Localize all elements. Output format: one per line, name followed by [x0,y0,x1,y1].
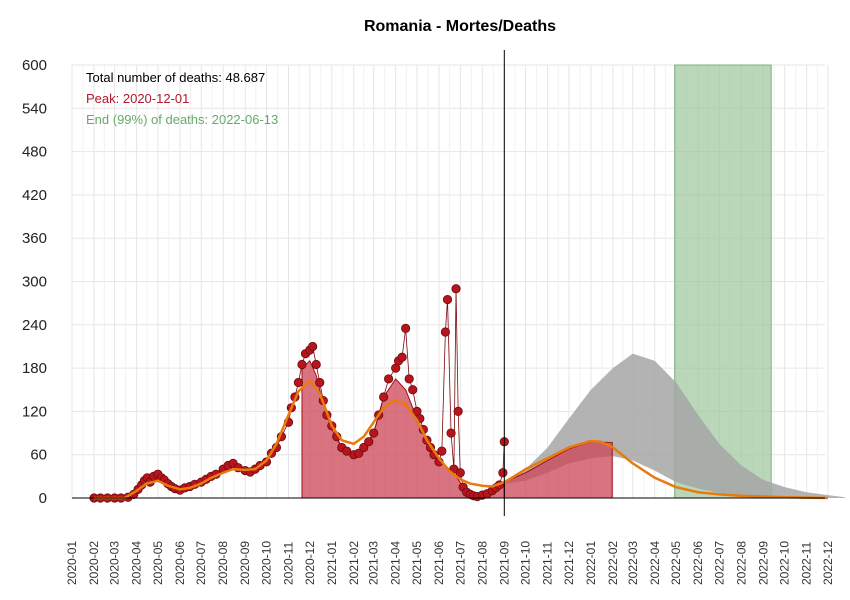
data-point [453,406,463,416]
chart-title: Romania - Mortes/Deaths [364,18,556,35]
x-tick-label: 2020-04 [130,541,144,585]
x-tick-label: 2022-09 [756,541,770,585]
data-point [315,377,325,388]
x-tick-label: 2021-03 [367,541,381,585]
data-point [408,385,418,395]
data-point [440,327,450,337]
data-point [397,352,407,362]
x-tick-label: 2022-06 [691,541,705,585]
data-point [401,323,411,334]
annotation-peak: Peak: 2020-12-01 [86,91,189,106]
fit-curve [94,379,829,500]
x-tick-label: 2022-04 [648,541,662,585]
data-point [308,341,318,352]
x-tick-label: 2021-04 [389,541,403,585]
data-point [455,468,465,478]
x-tick-label: 2020-08 [216,541,230,585]
annotations: Total number of deaths: 48.687 Peak: 202… [86,70,278,127]
x-tick-label: 2021-05 [410,541,424,585]
y-tick-label: 420 [22,187,47,204]
x-tick-label: 2021-01 [325,541,339,585]
data-point [311,359,321,370]
x-tick-label: 2022-08 [734,541,748,585]
data-point [293,377,304,388]
x-tick-label: 2022-02 [606,541,620,585]
x-tick-label: 2022-11 [800,542,814,585]
data-point [297,359,307,370]
x-tick-label: 2020-10 [260,541,274,585]
data-point [451,284,461,294]
data-point [383,374,394,384]
x-tick-label: 2020-02 [87,541,101,585]
x-axis: 2020-01 2020-02 2020-03 2020-04 2020-05 2020-… [65,541,835,585]
y-tick-label: 60 [30,447,47,464]
x-tick-label: 2020-05 [151,541,165,585]
y-tick-label: 240 [22,317,47,334]
x-tick-label: 2021-06 [432,541,446,585]
projection-area [504,353,846,498]
x-tick-label: 2020-06 [173,541,187,585]
y-tick-label: 0 [39,490,47,507]
x-tick-label: 2021-02 [347,541,361,585]
data-point [342,446,352,456]
data-point [369,428,379,438]
x-tick-label: 2022-03 [626,541,640,585]
fit-curve-line [94,379,829,500]
y-tick-label: 480 [22,144,47,161]
y-axis: 0 60 120 180 240 300 360 420 480 540 600 [22,57,825,507]
annotation-total: Total number of deaths: 48.687 [86,70,265,85]
data-point [364,437,374,447]
y-tick-label: 120 [22,403,47,420]
x-tick-label: 2021-08 [475,541,489,585]
y-tick-label: 360 [22,230,47,247]
data-point [379,392,389,402]
x-tick-label: 2021-07 [453,541,467,585]
x-tick-label: 2021-09 [497,541,511,585]
y-tick-label: 180 [22,360,47,377]
x-tick-label: 2022-10 [778,541,792,585]
annotation-end: End (99%) of deaths: 2022-06-13 [86,112,278,127]
y-tick-label: 300 [22,274,47,291]
y-tick-label: 600 [22,57,47,74]
data-point [404,374,414,384]
x-tick-label: 2020-09 [238,541,252,585]
data-point [498,468,508,478]
x-tick-label: 2020-11 [282,542,296,585]
data-point [359,442,369,453]
y-tick-label: 540 [22,100,47,117]
data-point [354,448,364,458]
data-point [442,294,453,305]
data-point [437,446,447,456]
x-tick-label: 2022-05 [669,541,683,585]
x-tick-label: 2020-03 [108,541,122,585]
x-tick-label: 2022-12 [821,541,835,585]
x-tick-label: 2021-11 [541,542,555,585]
x-tick-label: 2020-01 [65,541,79,585]
x-tick-label: 2022-07 [712,541,726,585]
x-tick-label: 2020-12 [303,541,317,585]
x-tick-label: 2022-01 [584,541,598,585]
x-tick-label: 2021-12 [562,541,576,585]
projection-band [504,353,846,498]
x-tick-label: 2020-07 [194,541,208,585]
data-point [446,428,456,438]
x-tick-label: 2021-10 [519,541,533,585]
